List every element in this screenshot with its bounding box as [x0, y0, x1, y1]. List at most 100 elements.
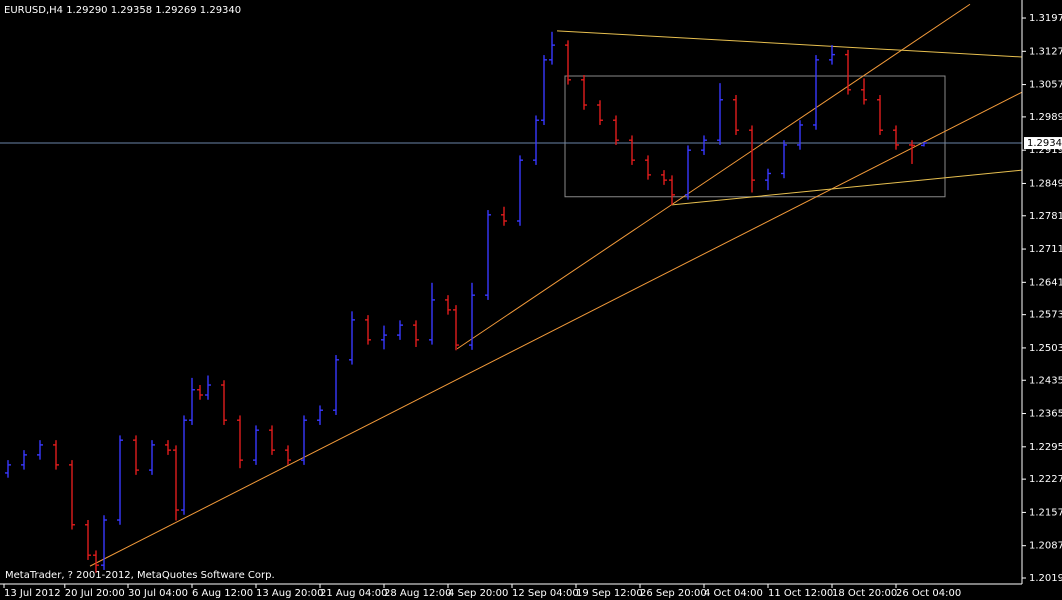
ohlc-bar: [645, 155, 651, 180]
current-price-label: 1.29340: [1027, 138, 1062, 149]
current-price-box: [1024, 137, 1062, 150]
y-tick-label: 1.26410: [1029, 277, 1062, 288]
ohlc-bar: [765, 168, 771, 191]
plot-area: [0, 3, 1023, 573]
y-tick-label: 1.27810: [1029, 211, 1062, 222]
x-tick-label: 28 Aug 12:00: [384, 588, 451, 599]
x-tick-label: 26 Sep 20:00: [640, 588, 707, 599]
ohlc-bar: [877, 95, 883, 135]
ohlc-bar: [93, 550, 99, 573]
ohlc-bar: [733, 95, 739, 135]
ohlc-bar: [469, 282, 475, 350]
ohlc-bar: [797, 120, 803, 150]
x-tick-label: 20 Jul 20:00: [65, 588, 125, 599]
ohlc-bar: [181, 415, 187, 515]
ohlc-bar: [565, 40, 571, 85]
ohlc-bar: [517, 155, 523, 226]
ohlc-bar: [549, 31, 555, 65]
ohlc-bar: [317, 405, 323, 425]
y-tick-label: 1.23650: [1029, 409, 1062, 420]
ohlc-bar: [133, 435, 139, 475]
ohlc-bar: [717, 83, 723, 145]
x-tick-label: 26 Oct 04:00: [896, 588, 961, 599]
ohlc-bar: [909, 140, 915, 164]
x-tick-label: 21 Aug 04:00: [320, 588, 387, 599]
trendline: [556, 30, 1023, 58]
ohlc-bar: [921, 142, 927, 147]
ohlc-bar: [845, 49, 851, 95]
ohlc-bar: [669, 175, 675, 205]
ohlc-bar: [173, 445, 179, 521]
y-tick-label: 1.20190: [1029, 573, 1062, 584]
ohlc-bar: [541, 55, 547, 125]
ohlc-bar: [501, 206, 507, 226]
ohlc-bar: [5, 460, 11, 478]
ohlc-bar: [21, 450, 27, 470]
ohlc-bar: [533, 115, 539, 165]
ohlc-bar: [221, 380, 227, 425]
y-tick-label: 1.25730: [1029, 310, 1062, 321]
ohlc-bar: [397, 320, 403, 340]
ohlc-bar: [453, 305, 459, 351]
y-tick-label: 1.30570: [1029, 80, 1062, 91]
ohlc-bar: [301, 415, 307, 465]
y-tick-label: 1.25030: [1029, 343, 1062, 354]
ohlc-bar: [701, 135, 707, 155]
y-tick-label: 1.21570: [1029, 507, 1062, 518]
y-tick-label: 1.20870: [1029, 541, 1062, 552]
y-tick-label: 1.24350: [1029, 375, 1062, 386]
x-tick-label: 19 Sep 12:00: [576, 588, 643, 599]
ohlc-bar: [365, 315, 371, 345]
y-tick-label: 1.31970: [1029, 13, 1062, 24]
y-tick-label: 1.28490: [1029, 178, 1062, 189]
ohlc-bar: [69, 460, 75, 530]
x-tick-label: 12 Sep 04:00: [512, 588, 579, 599]
ohlc-bar: [893, 125, 899, 150]
x-tick-label: 4 Oct 04:00: [704, 588, 763, 599]
ohlc-bar: [349, 311, 355, 365]
ohlc-bar: [861, 78, 867, 105]
ohlc-bar: [829, 45, 835, 65]
ohlc-bar: [661, 170, 667, 185]
chart-header: EURUSD,H4 1.29290 1.29358 1.29269 1.2934…: [4, 5, 241, 16]
ohlc-bar: [117, 435, 123, 525]
ohlc-bar: [629, 135, 635, 165]
x-tick-label: 11 Oct 12:00: [768, 588, 833, 599]
trendline: [89, 91, 1023, 567]
ohlc-bar: [101, 515, 107, 570]
ohlc-bar: [581, 75, 587, 110]
trendline: [456, 3, 971, 350]
y-tick-label: 1.31270: [1029, 46, 1062, 57]
ohlc-bar: [237, 415, 243, 469]
ohlc-bar: [781, 140, 787, 179]
ohlc-bar: [445, 295, 451, 315]
y-tick-label: 1.22270: [1029, 474, 1062, 485]
ohlc-bar: [149, 440, 155, 475]
ohlc-bar: [381, 325, 387, 350]
ohlc-bar: [597, 100, 603, 125]
y-tick-label: 1.29890: [1029, 112, 1062, 123]
ohlc-bar: [429, 282, 435, 345]
ohlc-bar: [205, 375, 211, 400]
x-tick-label: 13 Aug 20:00: [256, 588, 323, 599]
ohlc-bar: [269, 425, 275, 455]
x-tick-label: 13 Jul 2012: [4, 588, 61, 599]
y-tick-label: 1.27110: [1029, 244, 1062, 255]
x-tick-label: 30 Jul 04:00: [128, 588, 188, 599]
ohlc-bar: [749, 125, 755, 193]
ohlc-bar: [165, 440, 171, 455]
copyright-footer: MetaTrader, ? 2001-2012, MetaQuotes Soft…: [5, 570, 275, 581]
ohlc-bar: [813, 55, 819, 130]
ohlc-bar: [53, 440, 59, 470]
ohlc-bar: [413, 320, 419, 347]
ohlc-bar: [685, 145, 691, 200]
x-tick-label: 6 Aug 12:00: [192, 588, 253, 599]
ohlc-bar: [37, 440, 43, 460]
ohlc-bar: [333, 355, 339, 415]
ohlc-bar: [253, 425, 259, 465]
trendline: [671, 169, 1023, 206]
